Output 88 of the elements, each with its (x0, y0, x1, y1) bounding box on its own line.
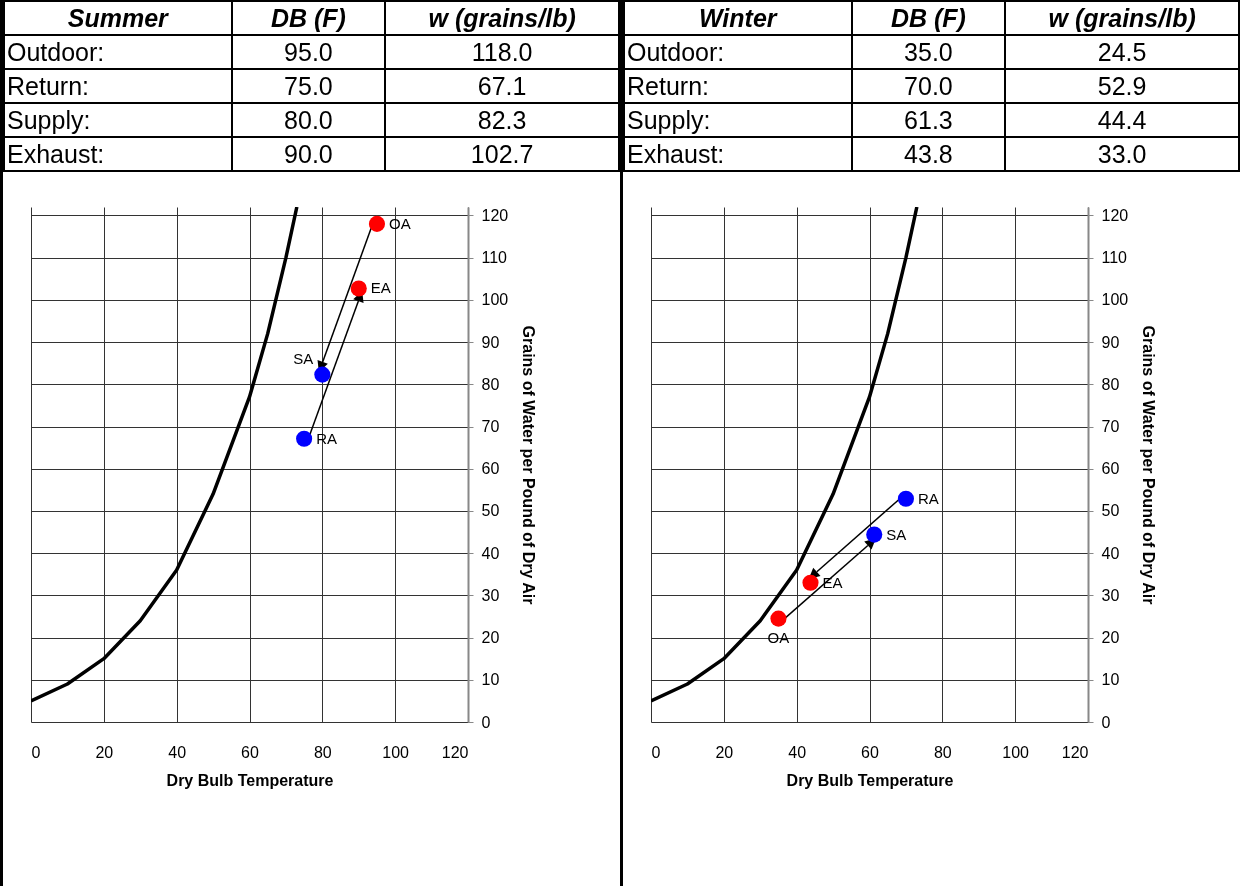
y-tick-label: 90 (481, 333, 500, 351)
text: 95.0 (231, 35, 386, 69)
x-tick-label: 0 (31, 743, 41, 761)
text: Return: (624, 69, 852, 103)
x-tick-label: 80 (313, 743, 332, 761)
text: Supply: (4, 103, 232, 137)
point (314, 366, 331, 383)
y-tick-label: 30 (1101, 586, 1120, 604)
y-tick-label: 10 (1101, 671, 1120, 689)
text: 43.8 (851, 137, 1006, 171)
y-tick-label: 120 (1101, 206, 1129, 224)
y-tick-label: 10 (481, 671, 500, 689)
y-tick-label: 30 (481, 586, 500, 604)
text: 35.0 (851, 35, 1006, 69)
text: Supply: (624, 103, 852, 137)
text: 102.7 (385, 137, 619, 171)
y-axis-title: Grains of Water per Pound of Dry Air (520, 325, 538, 605)
annotation: RA (917, 489, 939, 507)
text: 67.1 (385, 69, 619, 103)
text: 70.0 (851, 69, 1006, 103)
point (802, 574, 819, 591)
x-tick-label: 0 (651, 743, 661, 761)
y-tick-label: 40 (1101, 544, 1120, 562)
y-tick-label: 100 (481, 291, 509, 309)
y-tick-label: 70 (1101, 418, 1120, 436)
text: DB (F) (851, 1, 1006, 35)
x-tick-label: 100 (1002, 743, 1030, 761)
text: Exhaust: (4, 137, 232, 171)
point (368, 215, 386, 232)
text: 82.3 (385, 103, 619, 137)
y-tick-label: 100 (1101, 291, 1129, 309)
text: Outdoor: (4, 35, 232, 69)
text: 75.0 (231, 69, 386, 103)
x-axis-title: Dry Bulb Temperature (166, 771, 334, 789)
point (897, 490, 914, 507)
text: Winter (624, 1, 852, 35)
text: 24.5 (1005, 35, 1239, 69)
text: 33.0 (1005, 137, 1239, 171)
point (866, 526, 883, 543)
y-tick-label: 60 (1101, 460, 1120, 478)
line-series (651, 207, 919, 703)
y-axis-title: Grains of Water per Pound of Dry Air (1140, 325, 1158, 605)
y-tick-label: 120 (481, 206, 509, 224)
text: Exhaust: (624, 137, 852, 171)
annotation: SA (886, 525, 907, 543)
point (770, 610, 787, 627)
x-tick-label: 20 (715, 743, 734, 761)
text: Outdoor: (624, 35, 852, 69)
point (350, 280, 367, 297)
y-tick-label: 90 (1101, 333, 1120, 351)
annotation: EA (822, 573, 843, 591)
annotation: SA (293, 349, 314, 367)
text: 61.3 (851, 103, 1006, 137)
y-tick-label: 110 (481, 249, 508, 267)
y-tick-label: 50 (481, 502, 500, 520)
y-tick-label: 110 (1101, 249, 1128, 267)
text: DB (F) (231, 1, 386, 35)
y-tick-label: 60 (481, 460, 500, 478)
x-tick-label: 60 (861, 743, 879, 761)
y-tick-label: 70 (481, 418, 500, 436)
x-tick-label: 40 (788, 743, 807, 761)
y-tick-label: 20 (481, 629, 500, 647)
x-tick-label: 100 (382, 743, 410, 761)
x-tick-label: 120 (1061, 743, 1089, 761)
text: Return: (4, 69, 232, 103)
point (296, 430, 313, 447)
y-tick-label: 50 (1101, 502, 1120, 520)
text: w (grains/lb) (1005, 1, 1239, 35)
text: w (grains/lb) (385, 1, 619, 35)
text: 80.0 (231, 103, 386, 137)
y-tick-label: 20 (1101, 629, 1120, 647)
y-tick-label: 0 (1101, 713, 1111, 731)
text: 90.0 (231, 137, 386, 171)
annotation: EA (370, 279, 391, 297)
text: 52.9 (1005, 69, 1239, 103)
text: 118.0 (385, 35, 619, 69)
x-tick-label: 120 (441, 743, 469, 761)
x-tick-label: 40 (168, 743, 187, 761)
y-tick-label: 40 (481, 544, 500, 562)
y-tick-label: 80 (481, 375, 500, 393)
y-tick-label: 0 (481, 713, 491, 731)
text: 44.4 (1005, 103, 1239, 137)
x-tick-label: 60 (241, 743, 259, 761)
text: Summer (4, 1, 232, 35)
x-axis-title: Dry Bulb Temperature (786, 771, 954, 789)
y-tick-label: 80 (1101, 375, 1120, 393)
x-tick-label: 20 (95, 743, 114, 761)
x-tick-label: 80 (933, 743, 952, 761)
